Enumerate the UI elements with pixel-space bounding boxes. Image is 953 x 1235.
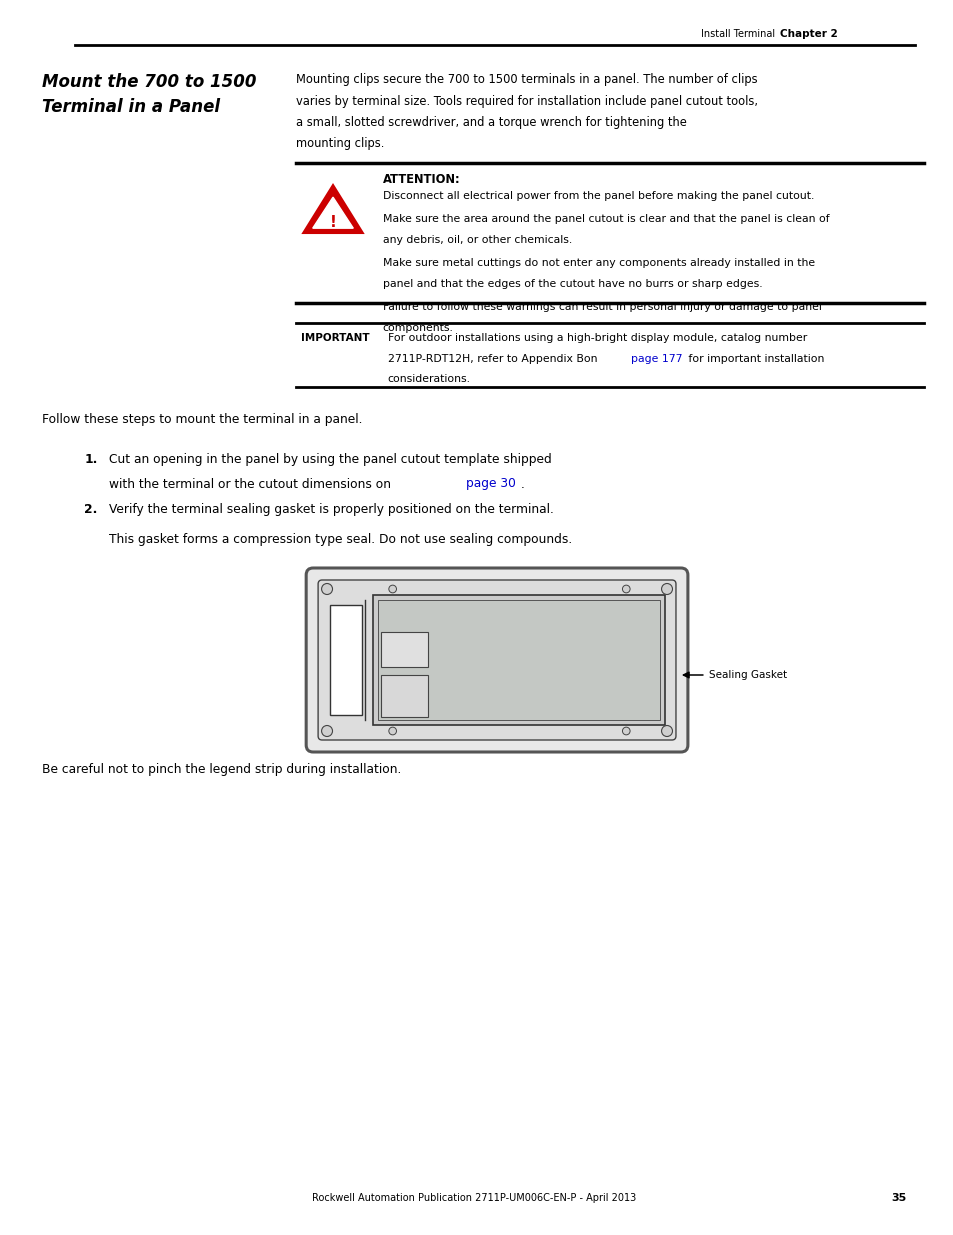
- Text: 2.: 2.: [85, 503, 98, 516]
- Text: Be careful not to pinch the legend strip during installation.: Be careful not to pinch the legend strip…: [42, 763, 400, 776]
- Bar: [380, 632, 428, 667]
- Bar: [330, 605, 361, 715]
- Text: page 30: page 30: [465, 478, 516, 490]
- Circle shape: [621, 727, 629, 735]
- Circle shape: [660, 725, 672, 736]
- Circle shape: [389, 727, 396, 735]
- Text: 1.: 1.: [85, 453, 98, 466]
- Text: IMPORTANT: IMPORTANT: [301, 333, 370, 343]
- Text: a small, slotted screwdriver, and a torque wrench for tightening the: a small, slotted screwdriver, and a torq…: [296, 116, 686, 128]
- Text: Cut an opening in the panel by using the panel cutout template shipped: Cut an opening in the panel by using the…: [110, 453, 552, 466]
- Circle shape: [321, 583, 333, 594]
- Text: Verify the terminal sealing gasket is properly positioned on the terminal.: Verify the terminal sealing gasket is pr…: [110, 503, 554, 516]
- Text: with the terminal or the cutout dimensions on: with the terminal or the cutout dimensio…: [110, 478, 395, 490]
- Text: page 177: page 177: [630, 353, 681, 363]
- Bar: [380, 676, 428, 718]
- Text: 35: 35: [890, 1193, 905, 1203]
- Text: for important installation: for important installation: [684, 353, 823, 363]
- Circle shape: [389, 585, 396, 593]
- Text: For outdoor installations using a high-bright display module, catalog number: For outdoor installations using a high-b…: [387, 333, 806, 343]
- Text: Follow these steps to mount the terminal in a panel.: Follow these steps to mount the terminal…: [42, 412, 362, 426]
- Text: Chapter 2: Chapter 2: [780, 28, 838, 40]
- Text: 2711P-RDT12H, refer to Appendix Bon: 2711P-RDT12H, refer to Appendix Bon: [387, 353, 600, 363]
- Text: components.: components.: [382, 324, 453, 333]
- Bar: [373, 595, 664, 725]
- FancyBboxPatch shape: [317, 580, 676, 740]
- Bar: [377, 600, 659, 720]
- Text: Rockwell Automation Publication 2711P-UM006C-EN-P - April 2013: Rockwell Automation Publication 2711P-UM…: [312, 1193, 636, 1203]
- Text: Make sure the area around the panel cutout is clear and that the panel is clean : Make sure the area around the panel cuto…: [382, 215, 828, 225]
- Text: Failure to follow these warnings can result in personal injury or damage to pane: Failure to follow these warnings can res…: [382, 303, 821, 312]
- Text: considerations.: considerations.: [387, 374, 470, 384]
- Text: !: !: [329, 215, 336, 230]
- Text: .: .: [519, 478, 523, 490]
- Text: Mounting clips secure the 700 to 1500 terminals in a panel. The number of clips: Mounting clips secure the 700 to 1500 te…: [296, 73, 757, 86]
- Text: ATTENTION:: ATTENTION:: [382, 173, 460, 186]
- FancyBboxPatch shape: [306, 568, 687, 752]
- Circle shape: [321, 725, 333, 736]
- Text: Mount the 700 to 1500
Terminal in a Panel: Mount the 700 to 1500 Terminal in a Pane…: [42, 73, 256, 116]
- Text: This gasket forms a compression type seal. Do not use sealing compounds.: This gasket forms a compression type sea…: [110, 534, 572, 546]
- Text: varies by terminal size. Tools required for installation include panel cutout to: varies by terminal size. Tools required …: [296, 95, 758, 107]
- Text: Sealing Gasket: Sealing Gasket: [708, 671, 786, 680]
- Text: Disconnect all electrical power from the panel before making the panel cutout.: Disconnect all electrical power from the…: [382, 191, 813, 201]
- Polygon shape: [303, 185, 362, 233]
- Text: Make sure metal cuttings do not enter any components already installed in the: Make sure metal cuttings do not enter an…: [382, 258, 814, 268]
- Text: mounting clips.: mounting clips.: [296, 137, 384, 151]
- Text: any debris, oil, or other chemicals.: any debris, oil, or other chemicals.: [382, 235, 572, 245]
- Circle shape: [660, 583, 672, 594]
- Polygon shape: [313, 198, 353, 228]
- Text: panel and that the edges of the cutout have no burrs or sharp edges.: panel and that the edges of the cutout h…: [382, 279, 761, 289]
- Circle shape: [621, 585, 629, 593]
- Text: Install Terminal: Install Terminal: [700, 28, 775, 40]
